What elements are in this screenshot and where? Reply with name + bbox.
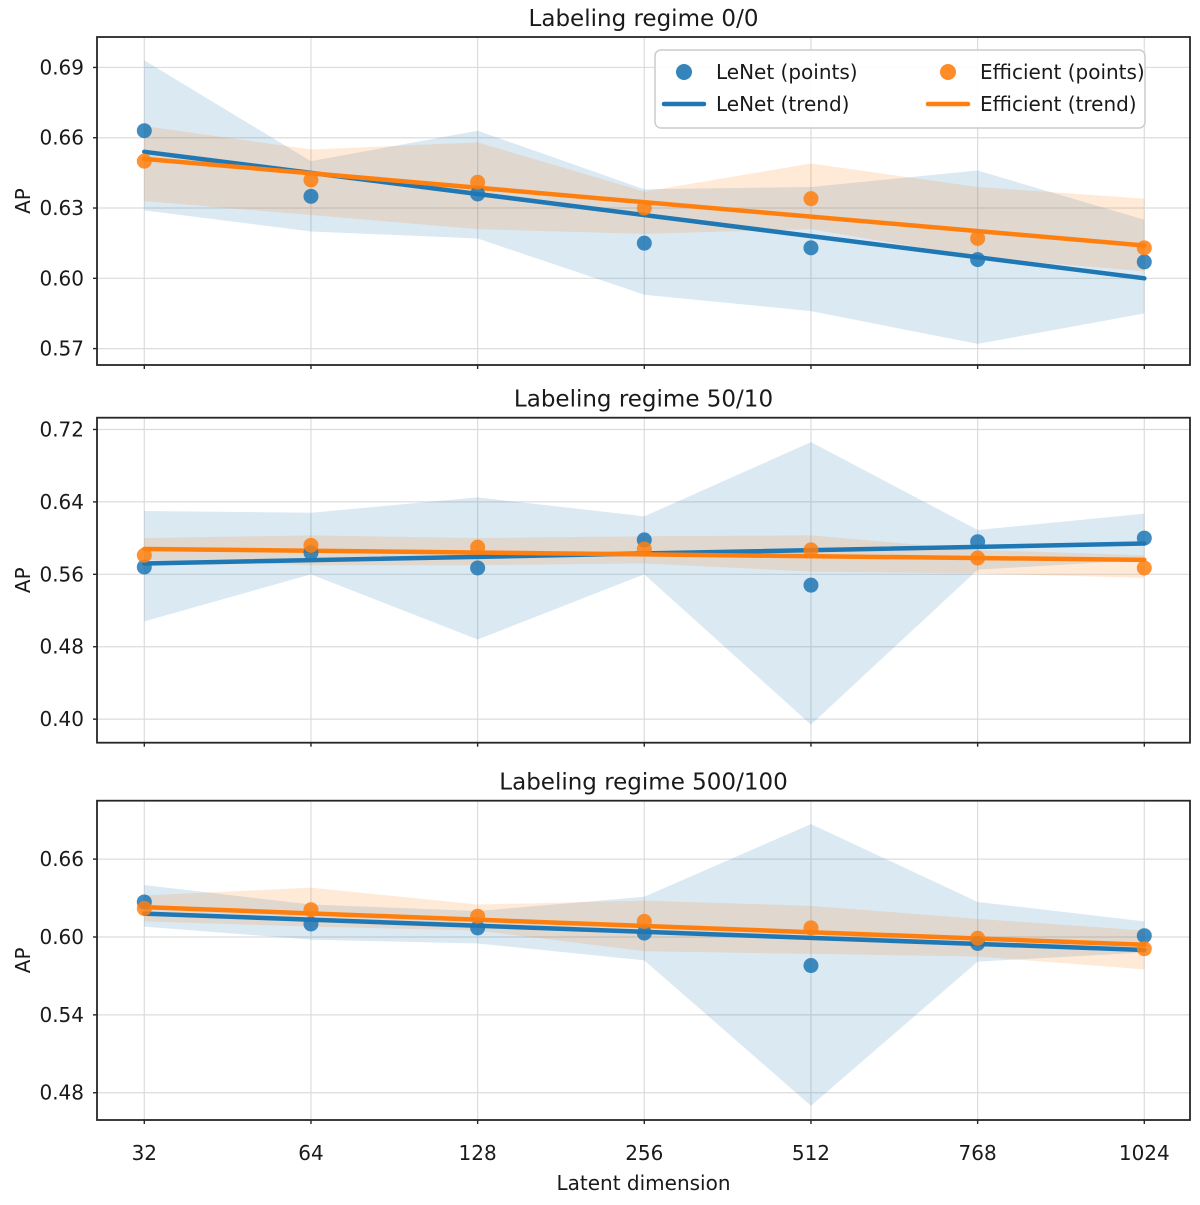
subplot-2: 0.48 0.54 0.60 0.66 Labeling regime 500/100 A…: [11, 770, 1191, 1195]
data-point-lenet: [803, 958, 819, 974]
subplot-title: Labeling regime 50/10: [514, 387, 773, 413]
legend-marker-efficient-points: [940, 64, 956, 80]
y-axis-label: AP: [11, 947, 35, 973]
data-point-lenet: [636, 235, 652, 251]
legend-label-efficient-trend: Efficient (trend): [980, 92, 1137, 116]
subplot-title: Labeling regime 0/0: [529, 6, 759, 32]
data-point-lenet: [1136, 530, 1152, 546]
data-point-efficient: [636, 541, 652, 557]
x-tick-label: 64: [298, 1141, 323, 1165]
data-point-efficient: [303, 537, 319, 553]
confidence-band-lenet: [144, 824, 1145, 1106]
data-point-efficient: [303, 902, 319, 918]
data-point-lenet: [136, 559, 152, 575]
data-point-lenet: [470, 560, 486, 576]
x-tick-label: 512: [792, 1141, 830, 1165]
data-point-efficient: [303, 172, 319, 188]
data-point-efficient: [803, 920, 819, 936]
plot-frame: [96, 416, 1191, 744]
data-point-lenet: [470, 920, 486, 936]
confidence-band-efficient: [144, 126, 1145, 272]
data-point-efficient: [1136, 941, 1152, 957]
legend-label-lenet-points: LeNet (points): [716, 60, 858, 84]
data-point-lenet: [636, 925, 652, 941]
data-point-efficient: [803, 542, 819, 558]
data-point-lenet: [970, 252, 986, 268]
data-point-efficient: [136, 153, 152, 169]
subplot-0: 0.57 0.60 0.63 0.66 0.69 Labeling regime 0/0 A…: [11, 6, 1191, 369]
legend-label-lenet-trend: LeNet (trend): [716, 92, 849, 116]
y-axis-label: AP: [11, 567, 35, 593]
legend-marker-lenet-points: [676, 64, 692, 80]
y-tick-label: 0.72: [39, 417, 84, 441]
data-point-efficient: [970, 230, 986, 246]
y-tick-label: 0.60: [39, 925, 84, 949]
y-tick-label: 0.66: [39, 126, 84, 150]
subplot-1: 0.40 0.48 0.56 0.64 0.72 Labeling regime 50/1…: [11, 387, 1191, 747]
y-tick-label: 0.48: [39, 1081, 84, 1105]
data-point-efficient: [970, 550, 986, 566]
y-tick-label: 0.63: [39, 196, 84, 220]
data-point-efficient: [970, 930, 986, 946]
y-tick-label: 0.57: [39, 337, 84, 361]
data-point-efficient: [1136, 240, 1152, 256]
legend-label-efficient-points: Efficient (points): [980, 60, 1145, 84]
data-point-efficient: [470, 174, 486, 190]
y-axis-label: AP: [11, 188, 35, 214]
y-tick-label: 0.60: [39, 266, 84, 290]
data-point-efficient: [136, 900, 152, 916]
y-tick-label: 0.40: [39, 707, 84, 731]
data-point-lenet: [303, 916, 319, 932]
x-tick-label: 32: [132, 1141, 157, 1165]
data-point-efficient: [636, 200, 652, 216]
data-point-lenet: [803, 577, 819, 593]
y-tick-label: 0.64: [39, 490, 84, 514]
x-tick-label: 1024: [1119, 1141, 1170, 1165]
data-point-lenet: [470, 186, 486, 202]
y-tick-label: 0.66: [39, 847, 84, 871]
plot-frame: [96, 36, 1191, 366]
confidence-band-lenet: [144, 442, 1145, 725]
data-point-lenet: [136, 123, 152, 139]
legend-box: [654, 49, 1146, 129]
data-point-efficient: [136, 547, 152, 563]
confidence-band-efficient: [144, 535, 1145, 578]
y-tick-label: 0.69: [39, 55, 84, 79]
x-tick-label: 256: [625, 1141, 663, 1165]
x-axis-label: Latent dimension: [556, 1171, 730, 1195]
subplot-title: Labeling regime 500/100: [499, 770, 787, 796]
data-point-efficient: [470, 908, 486, 924]
data-point-lenet: [803, 240, 819, 256]
data-point-lenet: [1136, 928, 1152, 944]
y-tick-label: 0.48: [39, 635, 84, 659]
data-point-lenet: [970, 534, 986, 550]
x-tick-label: 128: [459, 1141, 497, 1165]
legend: LeNet (points) LeNet (trend) Efficient (po…: [654, 49, 1146, 129]
y-tick-label: 0.54: [39, 1003, 84, 1027]
data-point-efficient: [636, 913, 652, 929]
y-tick-label: 0.56: [39, 562, 84, 586]
data-point-lenet: [1136, 254, 1152, 270]
data-point-lenet: [303, 188, 319, 204]
plot-frame: [96, 799, 1191, 1121]
data-point-efficient: [1136, 560, 1152, 576]
data-point-efficient: [803, 191, 819, 207]
data-point-efficient: [470, 539, 486, 555]
x-tick-label: 768: [959, 1141, 997, 1165]
